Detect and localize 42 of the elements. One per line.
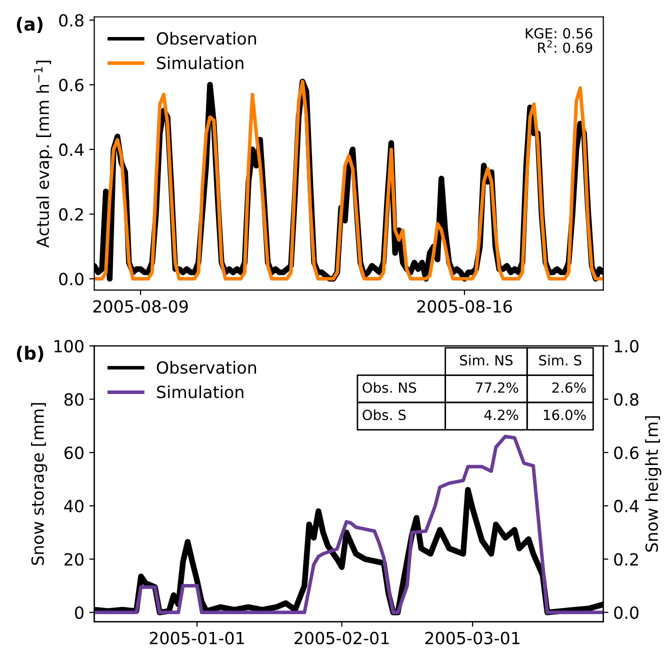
x-tick-label: 2005-08-09: [93, 300, 188, 313]
legend-label: Observation: [156, 360, 256, 374]
y-tick-label: 20: [64, 553, 84, 566]
x-tick-label: 2005-02-01: [294, 632, 389, 644]
annotation: Sim. NS: [460, 354, 513, 366]
y-tick-label: 60: [64, 446, 84, 460]
y-tick-label: 40: [64, 500, 84, 512]
y-tick-label: 100: [54, 340, 84, 352]
x-tick-label: 2005-03-01: [425, 632, 520, 644]
y2-tick-label: 0.6: [614, 446, 639, 460]
y-tick-label: 0.2: [59, 208, 83, 221]
annotation: R$^{2}$: 0.69: [538, 40, 592, 53]
y-tick-label: 80: [64, 393, 84, 406]
y-tick-label: 0.8: [59, 14, 84, 27]
x-tick-label: 2005-08-16: [417, 300, 512, 313]
y2-tick-label: 0.8: [614, 393, 638, 406]
y2-axis-title: Snow height [m]: [645, 416, 662, 552]
y-tick-label: 0: [75, 606, 84, 619]
y-axis-title: Snow storage [mm]: [31, 403, 48, 565]
legend-label: Simulation: [157, 56, 244, 70]
annotation: 2.6%: [552, 382, 586, 393]
y2-tick-label: 0.0: [614, 606, 638, 619]
annotation: Sim. S: [539, 354, 582, 366]
annotation: 4.2%: [484, 410, 518, 420]
chart-title: (a): [16, 16, 42, 33]
y-axis-title: Actual evap. [mm h$^{−1}$]: [34, 60, 52, 248]
annotation: 16.0%: [544, 410, 586, 420]
y2-tick-label: 0.2: [614, 553, 638, 566]
y2-tick-label: 1.0: [614, 340, 638, 352]
x-tick-label: 2005-01-01: [150, 632, 244, 644]
annotation: Obs. S: [362, 409, 406, 420]
y-tick-label: 0.6: [59, 78, 84, 92]
y-tick-label: 0.0: [59, 272, 84, 286]
annotation: 77.2%: [476, 382, 518, 393]
legend-label: Simulation: [157, 385, 244, 398]
y2-tick-label: 0.4: [614, 500, 639, 512]
legend-label: Observation: [156, 32, 256, 45]
annotation: KGE: 0.56: [526, 28, 592, 39]
y-tick-label: 0.4: [59, 143, 84, 156]
annotation: Obs. NS: [362, 382, 416, 393]
chart-title: (b): [16, 346, 44, 362]
line-series: [94, 434, 604, 614]
